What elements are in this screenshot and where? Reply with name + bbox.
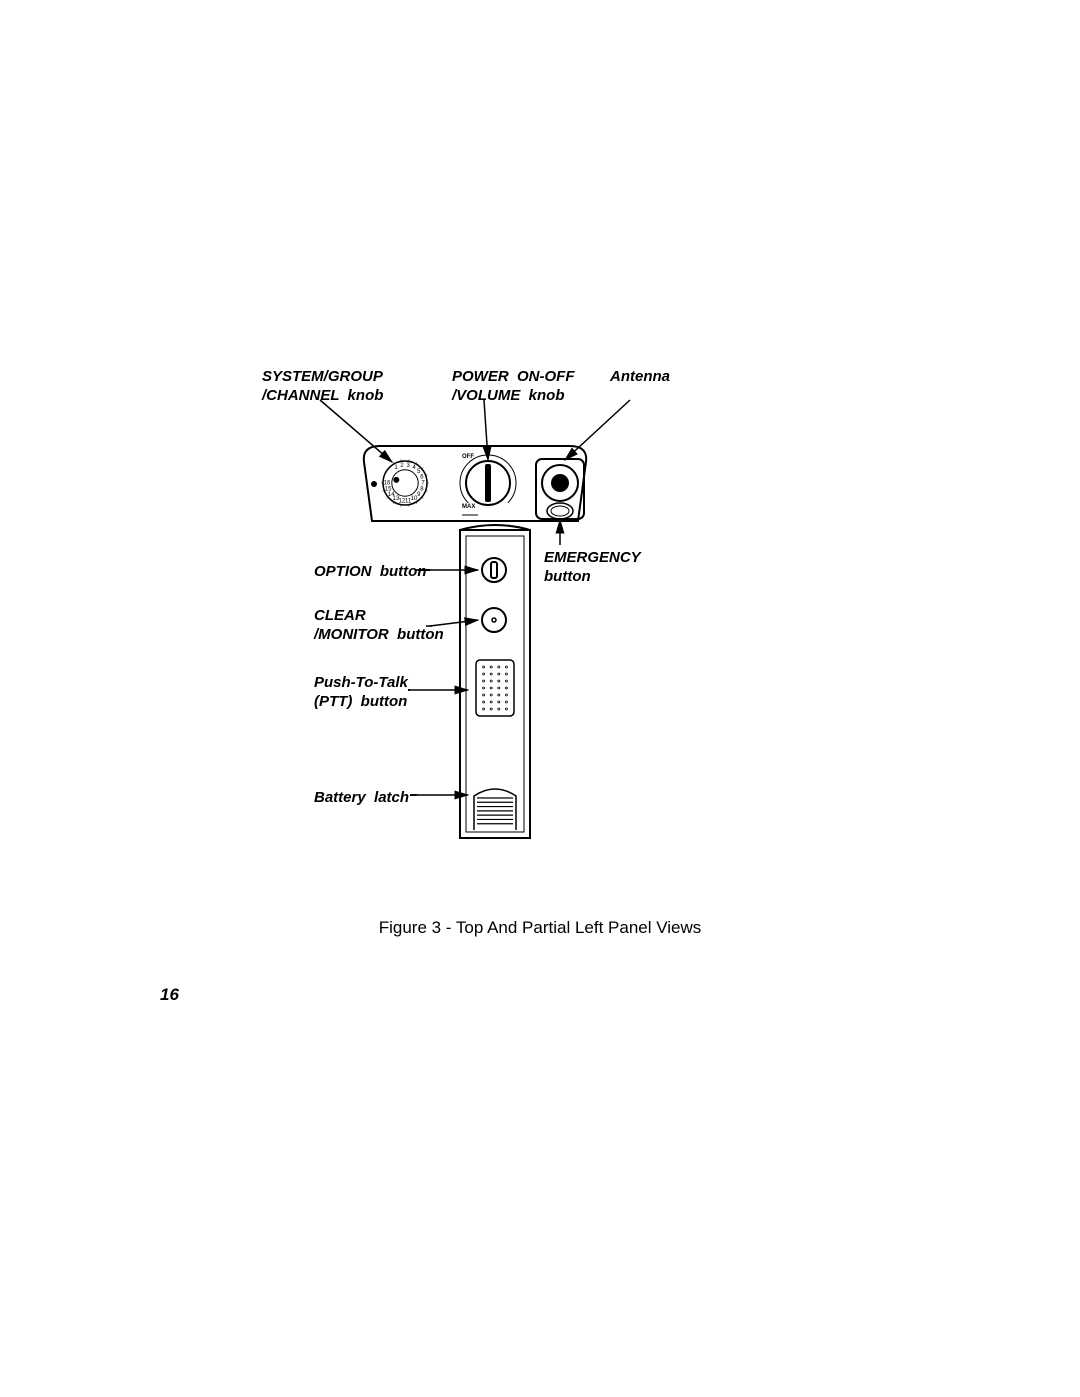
diagram-svg: 12345678910111213141516 — [0, 0, 1080, 1397]
svg-text:9: 9 — [417, 492, 421, 498]
svg-text:3: 3 — [406, 463, 410, 469]
side-panel — [460, 530, 530, 838]
svg-text:11: 11 — [405, 498, 412, 504]
arrow-clear — [430, 620, 478, 626]
svg-text:7: 7 — [421, 481, 425, 487]
svg-text:12: 12 — [399, 498, 406, 504]
svg-text:14: 14 — [388, 492, 395, 498]
page: SYSTEM/GROUP /CHANNEL knob POWER ON-OFF … — [0, 0, 1080, 1397]
ptt-button — [476, 660, 514, 716]
svg-text:6: 6 — [420, 474, 424, 480]
panel-dot — [371, 481, 377, 487]
arrow-antenna — [565, 400, 630, 460]
svg-text:4: 4 — [412, 465, 416, 471]
svg-text:15: 15 — [385, 487, 392, 493]
svg-text:16: 16 — [384, 481, 391, 487]
svg-text:10: 10 — [411, 496, 418, 502]
arrow-power — [484, 400, 488, 460]
arrow-sys_knob — [320, 400, 392, 462]
svg-text:8: 8 — [420, 487, 424, 493]
clear-monitor-button — [482, 608, 506, 632]
svg-text:1: 1 — [394, 465, 398, 471]
svg-text:2: 2 — [400, 463, 404, 469]
